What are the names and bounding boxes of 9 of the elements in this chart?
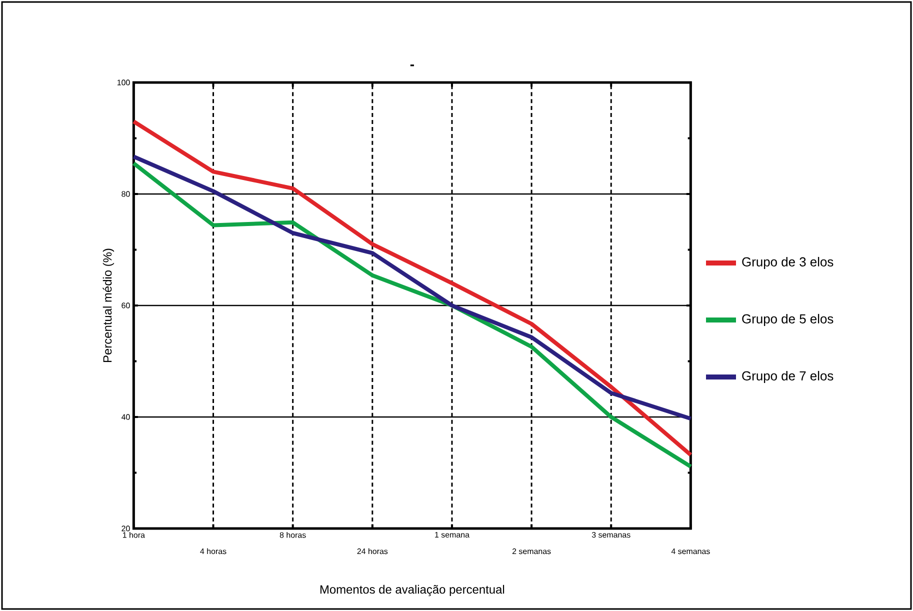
line-series xyxy=(132,154,693,421)
y-axis-title: Percentual médio (%) xyxy=(102,248,114,362)
legend-label: Grupo de 3 elos xyxy=(742,256,834,270)
line-series xyxy=(132,120,693,457)
line-series xyxy=(132,161,693,469)
legend-label: Grupo de 7 elos xyxy=(742,370,834,384)
legend-label: Grupo de 5 elos xyxy=(742,314,834,326)
chart-title: - xyxy=(410,64,414,66)
x-axis-title: Momentos de avaliação percentual xyxy=(320,584,504,596)
